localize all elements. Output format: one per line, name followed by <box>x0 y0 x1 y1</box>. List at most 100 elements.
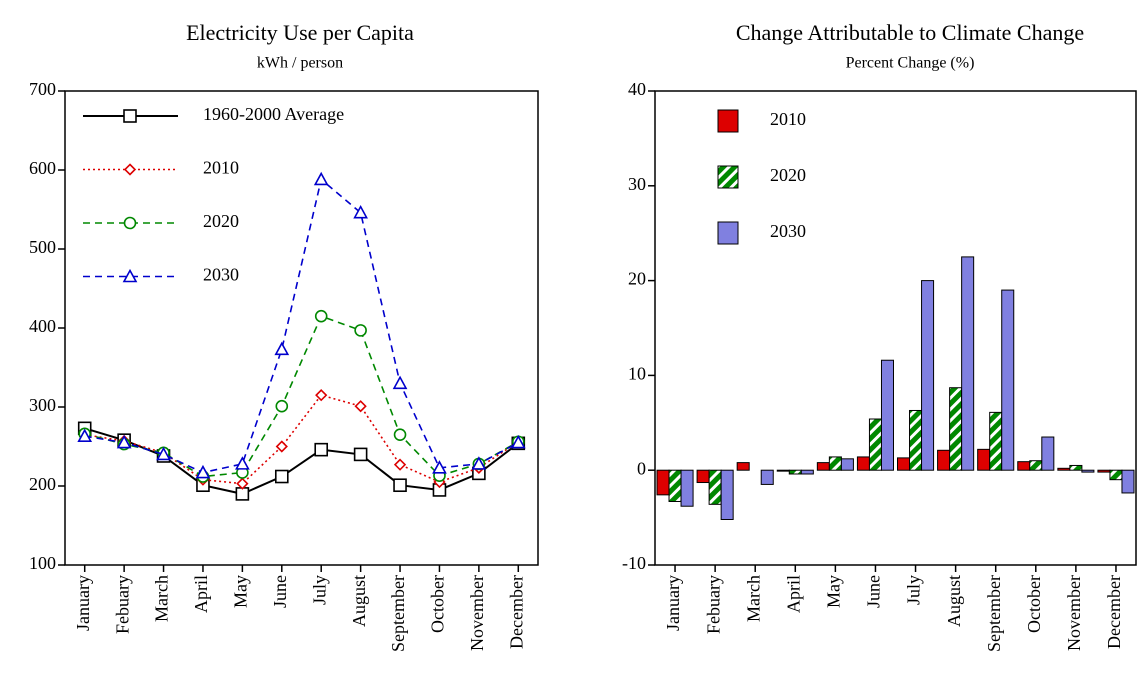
marker <box>471 456 487 470</box>
legend-label: 2010 <box>203 158 239 178</box>
bar <box>1069 464 1083 471</box>
x-tick-label: November <box>1064 575 1084 651</box>
bar <box>961 256 975 471</box>
marker <box>274 469 289 484</box>
bar <box>1057 467 1071 471</box>
y-tick-label: 400 <box>29 316 56 336</box>
y-tick-label: 100 <box>29 553 56 573</box>
x-tick-label: May <box>824 575 844 608</box>
x-tick-label: December <box>1104 575 1124 649</box>
bar <box>880 359 894 471</box>
x-tick-label: September <box>388 575 408 652</box>
bar <box>696 469 710 484</box>
x-tick-label: July <box>904 575 924 605</box>
series-line <box>84 394 519 485</box>
marker <box>354 324 367 337</box>
bar <box>828 456 842 471</box>
x-tick-label: Febuary <box>703 575 723 634</box>
marker <box>122 268 138 283</box>
plot-frame <box>64 90 539 566</box>
bar <box>921 280 935 471</box>
series-line <box>84 427 519 495</box>
bar <box>1029 460 1043 471</box>
plot-frame <box>654 90 1137 566</box>
x-tick-label: April <box>783 575 803 613</box>
bar <box>977 448 991 471</box>
x-tick-label: January <box>73 575 93 631</box>
x-tick-label: June <box>270 575 290 608</box>
legend-label: 2030 <box>203 265 239 285</box>
bar <box>788 469 802 475</box>
y-tick-label: 200 <box>29 474 56 494</box>
y-tick-label: 700 <box>29 79 56 99</box>
marker <box>353 204 368 219</box>
chart-title: Change Attributable to Climate Change <box>736 20 1084 45</box>
bar <box>1017 461 1031 471</box>
legend-swatch <box>717 109 739 133</box>
series-line <box>84 315 519 478</box>
bar <box>800 469 814 475</box>
marker <box>274 341 290 356</box>
marker <box>314 309 328 323</box>
marker <box>235 456 250 470</box>
marker <box>77 428 93 443</box>
x-tick-label: Febuary <box>112 575 132 634</box>
y-tick-label: 600 <box>29 158 56 178</box>
bar <box>1121 469 1135 494</box>
marker <box>432 460 447 474</box>
x-tick-label: July <box>309 575 329 605</box>
bar <box>708 469 722 505</box>
marker <box>313 171 329 186</box>
x-tick-label: May <box>231 575 251 608</box>
bar <box>1097 469 1111 473</box>
bar <box>868 418 882 471</box>
marker <box>275 399 289 413</box>
bar <box>760 469 774 485</box>
legend-label: 2020 <box>203 211 239 231</box>
marker <box>315 389 328 402</box>
y-tick-label: -10 <box>622 553 646 573</box>
bar <box>897 457 911 471</box>
marker <box>393 428 407 441</box>
bar <box>656 469 670 496</box>
bar <box>680 469 694 507</box>
legend-label: 2020 <box>770 165 806 185</box>
x-tick-label: January <box>663 575 683 631</box>
bar <box>1041 436 1055 471</box>
x-tick-label: August <box>349 575 369 627</box>
bar <box>949 387 963 471</box>
bar <box>1081 469 1095 473</box>
bar <box>989 411 1003 471</box>
legend-swatch <box>717 165 739 189</box>
bar <box>909 409 923 471</box>
x-tick-label: April <box>191 575 211 613</box>
x-tick-label: August <box>944 575 964 627</box>
y-tick-label: 500 <box>29 237 56 257</box>
bar <box>856 456 870 471</box>
x-tick-label: October <box>1024 575 1044 633</box>
legend-label: 2030 <box>770 221 806 241</box>
x-tick-label: December <box>506 575 526 649</box>
legend-label: 2010 <box>770 109 806 129</box>
marker <box>123 109 137 123</box>
x-tick-label: October <box>428 575 448 633</box>
bar <box>668 469 682 502</box>
marker <box>195 464 211 479</box>
marker <box>236 477 249 490</box>
y-tick-label: 300 <box>29 395 56 415</box>
x-tick-label: September <box>984 575 1004 652</box>
chart-title: Electricity Use per Capita <box>186 20 414 45</box>
x-tick-label: June <box>864 575 884 608</box>
legend-label: 1960-2000 Average <box>203 104 344 124</box>
marker <box>510 434 526 449</box>
marker <box>156 446 171 461</box>
marker <box>123 163 137 176</box>
bar <box>1109 469 1123 481</box>
x-tick-label: March <box>743 575 763 622</box>
marker <box>393 458 407 471</box>
x-tick-label: November <box>467 575 487 651</box>
bar <box>776 469 790 472</box>
marker <box>353 447 368 462</box>
bar <box>937 449 951 471</box>
